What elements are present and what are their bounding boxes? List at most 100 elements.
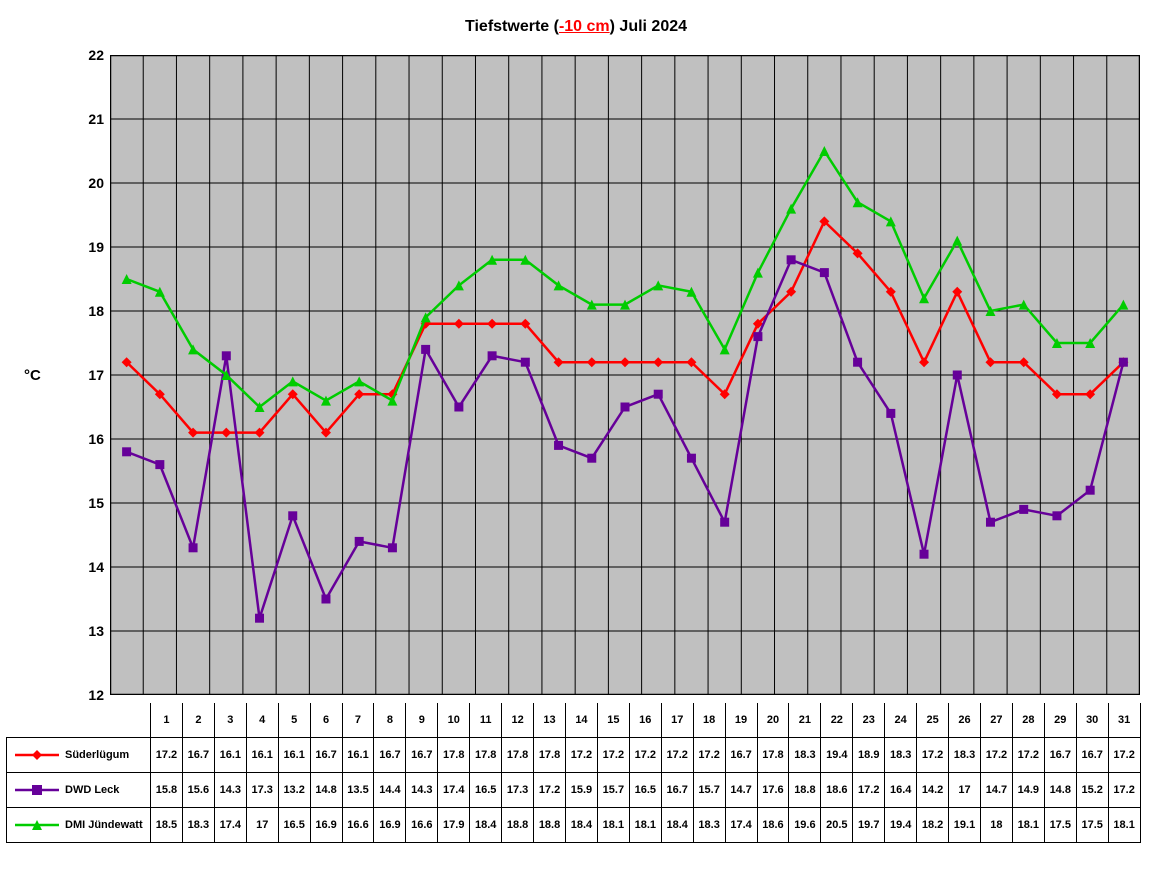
- data-cell: 18.3: [789, 738, 821, 773]
- data-cell: 17.2: [1012, 738, 1044, 773]
- data-cell: 17.4: [725, 808, 757, 843]
- x-label: 8: [374, 703, 406, 738]
- data-point: [587, 454, 596, 463]
- data-cell: 16.6: [406, 808, 438, 843]
- data-table: 1234567891011121314151617181920212223242…: [6, 703, 1141, 843]
- data-cell: 14.7: [980, 773, 1012, 808]
- data-cell: 17.8: [438, 738, 470, 773]
- data-cell: 17.2: [693, 738, 725, 773]
- data-cell: 14.4: [374, 773, 406, 808]
- data-point: [521, 358, 530, 367]
- x-label: 26: [949, 703, 981, 738]
- legend-label: DMI Jündewatt: [65, 819, 143, 831]
- y-tick-label: 18: [64, 303, 104, 319]
- data-cell: 19.6: [789, 808, 821, 843]
- data-point: [920, 550, 929, 559]
- x-label: 10: [438, 703, 470, 738]
- data-cell: 17.2: [151, 738, 183, 773]
- data-cell: 17.2: [565, 738, 597, 773]
- data-cell: 17.2: [597, 738, 629, 773]
- legend-cell: Süderlügum: [7, 738, 151, 773]
- data-cell: 15.6: [182, 773, 214, 808]
- y-tick-label: 19: [64, 239, 104, 255]
- data-cell: 18.3: [693, 808, 725, 843]
- data-cell: 15.9: [565, 773, 597, 808]
- data-point: [488, 351, 497, 360]
- data-point: [687, 454, 696, 463]
- x-label: 22: [821, 703, 853, 738]
- data-cell: 18.1: [597, 808, 629, 843]
- data-cell: 17: [246, 808, 278, 843]
- data-cell: 18.4: [565, 808, 597, 843]
- y-tick-label: 14: [64, 559, 104, 575]
- data-cell: 16.9: [310, 808, 342, 843]
- data-cell: 17.4: [214, 808, 246, 843]
- x-label: 13: [534, 703, 566, 738]
- data-cell: 15.7: [693, 773, 725, 808]
- data-cell: 17.8: [757, 738, 789, 773]
- data-cell: 17.2: [1108, 738, 1140, 773]
- data-cell: 18.8: [789, 773, 821, 808]
- data-cell: 15.8: [151, 773, 183, 808]
- data-cell: 16.7: [182, 738, 214, 773]
- x-label: 9: [406, 703, 438, 738]
- x-label: 31: [1108, 703, 1140, 738]
- chart-container: Tiefstwerte (-10 cm) Juli 2024 °C 12 13 14…: [0, 0, 1152, 882]
- data-cell: 18.8: [534, 808, 566, 843]
- legend-label: Süderlügum: [65, 749, 129, 761]
- data-cell: 18.8: [502, 808, 534, 843]
- data-cell: 17.2: [917, 738, 949, 773]
- x-label: 23: [853, 703, 885, 738]
- data-point: [1119, 358, 1128, 367]
- table-row: DMI Jündewatt18.518.317.41716.516.916.61…: [7, 808, 1141, 843]
- data-point: [155, 460, 164, 469]
- x-labels-row: 1234567891011121314151617181920212223242…: [7, 703, 1141, 738]
- data-cell: 19.1: [949, 808, 981, 843]
- y-axis-ticks: 1213141516171819202122: [64, 55, 104, 695]
- data-cell: 15.2: [1076, 773, 1108, 808]
- chart-title: Tiefstwerte (-10 cm) Juli 2024: [0, 18, 1152, 36]
- data-cell: 17.3: [502, 773, 534, 808]
- data-cell: 18.3: [949, 738, 981, 773]
- x-label: 11: [470, 703, 502, 738]
- table-row: DWD Leck15.815.614.317.313.214.813.514.4…: [7, 773, 1141, 808]
- data-cell: 16.1: [342, 738, 374, 773]
- data-cell: 16.7: [1044, 738, 1076, 773]
- data-point: [122, 447, 131, 456]
- data-cell: 17.9: [438, 808, 470, 843]
- data-table-wrap: 1234567891011121314151617181920212223242…: [6, 703, 1141, 843]
- y-tick-label: 22: [64, 47, 104, 63]
- data-point: [1052, 511, 1061, 520]
- data-cell: 15.7: [597, 773, 629, 808]
- legend-cell: DWD Leck: [7, 773, 151, 808]
- data-cell: 18.2: [917, 808, 949, 843]
- x-label: 5: [278, 703, 310, 738]
- y-tick-label: 20: [64, 175, 104, 191]
- x-label: 17: [661, 703, 693, 738]
- data-cell: 18.1: [629, 808, 661, 843]
- data-cell: 14.8: [310, 773, 342, 808]
- legend-label: DWD Leck: [65, 784, 119, 796]
- data-point: [1019, 505, 1028, 514]
- data-cell: 14.3: [406, 773, 438, 808]
- y-axis-label: °C: [24, 55, 41, 695]
- y-tick-label: 21: [64, 111, 104, 127]
- data-cell: 17.2: [629, 738, 661, 773]
- data-point: [421, 345, 430, 354]
- data-cell: 17.8: [534, 738, 566, 773]
- data-point: [388, 543, 397, 552]
- data-cell: 18.4: [661, 808, 693, 843]
- legend-cell: DMI Jündewatt: [7, 808, 151, 843]
- data-cell: 16.7: [725, 738, 757, 773]
- x-label: 7: [342, 703, 374, 738]
- data-cell: 20.5: [821, 808, 853, 843]
- data-cell: 18.6: [821, 773, 853, 808]
- table-row: Süderlügum17.216.716.116.116.116.716.116…: [7, 738, 1141, 773]
- data-cell: 16.7: [1076, 738, 1108, 773]
- x-label: 28: [1012, 703, 1044, 738]
- x-label: 21: [789, 703, 821, 738]
- y-tick-label: 12: [64, 687, 104, 703]
- x-label: 30: [1076, 703, 1108, 738]
- data-point: [853, 358, 862, 367]
- data-cell: 16.7: [661, 773, 693, 808]
